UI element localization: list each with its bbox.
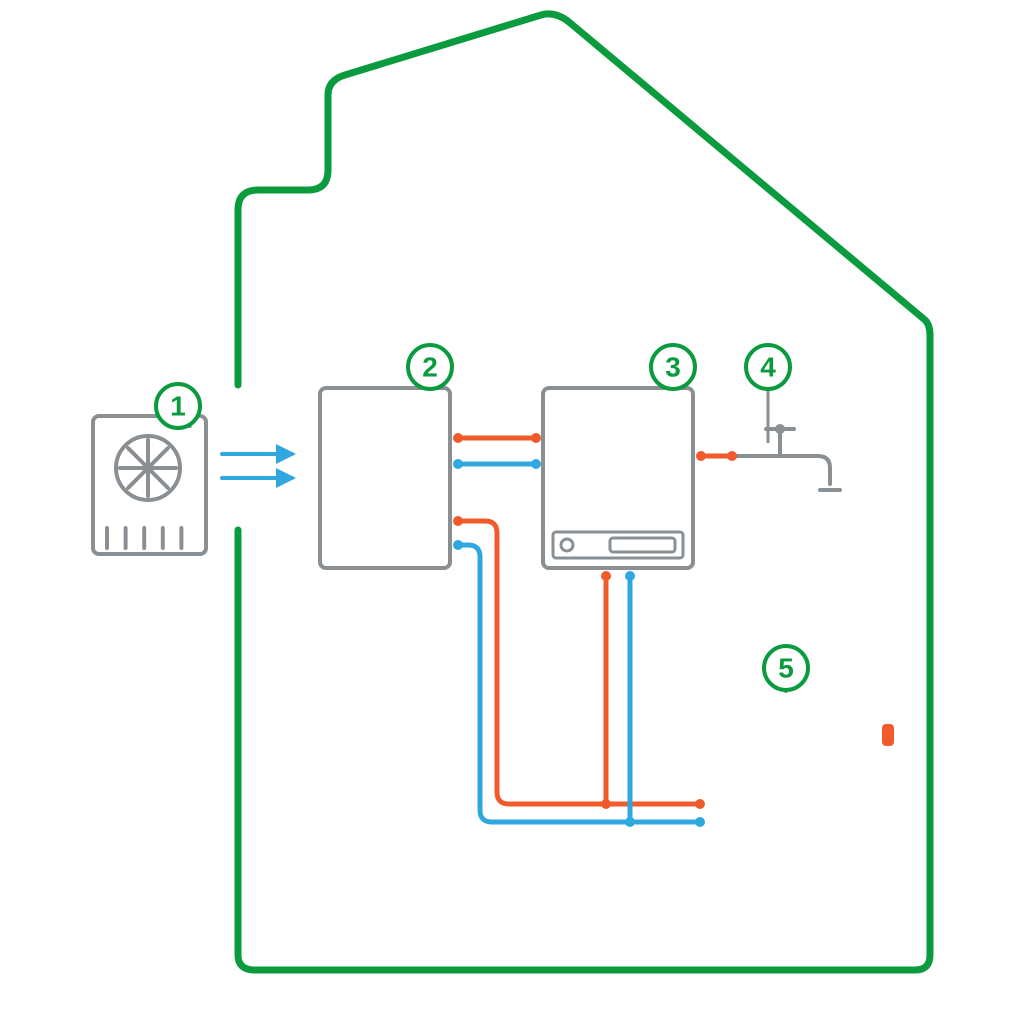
label-number: 2 [422, 352, 438, 383]
tap-handle-dot-icon [775, 424, 785, 434]
pipe-endpoint-icon [625, 571, 635, 581]
pipe-endpoint-icon [453, 540, 463, 550]
radiator-valve-icon [882, 724, 894, 746]
boiler-display-icon [610, 538, 675, 552]
label-number: 3 [665, 352, 681, 383]
pipe-endpoint-icon [695, 817, 705, 827]
fan-blade-icon [148, 448, 168, 468]
pipe-endpoint-icon [625, 817, 635, 827]
pipe-endpoint-icon [453, 459, 463, 469]
pipe-endpoint-icon [531, 433, 541, 443]
fan-blade-icon [128, 468, 148, 488]
pipe-endpoint-icon [601, 571, 611, 581]
pipe-endpoint-icon [695, 799, 705, 809]
pipe-endpoint-icon [601, 799, 611, 809]
pipe-endpoint-icon [453, 433, 463, 443]
pipe-endpoint-icon [696, 451, 706, 461]
pipe-endpoint-icon [727, 451, 737, 461]
boiler-icon [543, 388, 693, 568]
cold-pipe [458, 545, 700, 822]
fan-blade-icon [148, 468, 168, 488]
heating-system-diagram: 1 2 3 4 5 [0, 0, 1019, 1024]
fan-blade-icon [128, 448, 148, 468]
hot-pipe [458, 521, 700, 804]
label-number: 1 [170, 391, 186, 422]
boiler-knob-icon [561, 539, 573, 551]
pipe-endpoint-icon [531, 459, 541, 469]
buffer-tank-icon [320, 388, 450, 568]
pipe-endpoint-icon [453, 516, 463, 526]
label-number: 5 [778, 653, 794, 684]
label-number: 4 [760, 352, 776, 383]
tap-spout-icon [732, 456, 830, 484]
